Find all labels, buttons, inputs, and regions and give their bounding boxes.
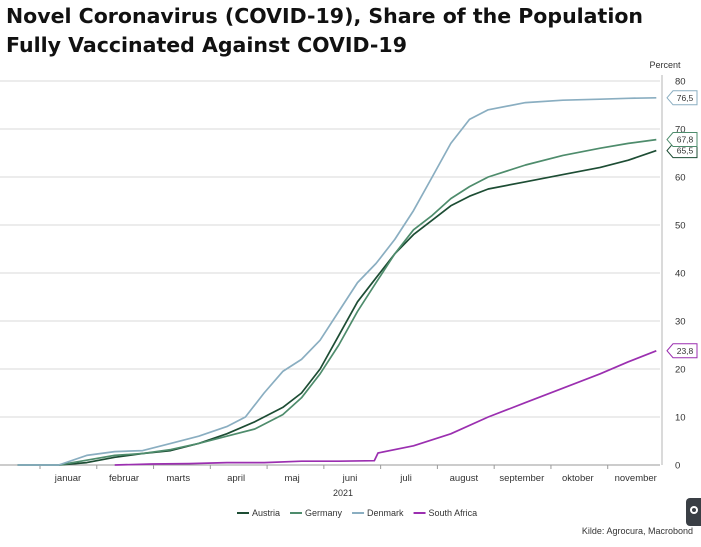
- y-tick-label: 60: [675, 173, 686, 184]
- end-label-box: [666, 343, 698, 359]
- legend-label: Germany: [305, 508, 343, 518]
- x-axis: 2021 januar februar marts april maj juni juli a…: [39, 465, 657, 498]
- x-axis-label: 2021: [333, 488, 353, 498]
- legend-label: Austria: [252, 508, 280, 518]
- legend-item: Austria: [237, 508, 280, 518]
- x-tick-label: september: [499, 473, 544, 484]
- source-note: Kilde: Agrocura, Macrobond: [581, 526, 693, 536]
- legend-item: South Africa: [413, 508, 478, 518]
- y-tick-label: 10: [675, 413, 686, 424]
- series-lines: [17, 96, 657, 466]
- series-line-germany: [17, 138, 657, 466]
- end-label-value: 65,5: [677, 146, 694, 156]
- help-widget-icon[interactable]: [686, 498, 701, 526]
- series-line-austria: [17, 149, 657, 466]
- end-label-value: 23,8: [677, 346, 694, 356]
- y-axis: Percent 0 10 20 30 40 50 60 70 80: [649, 60, 685, 472]
- y-tick-label: 80: [675, 77, 686, 88]
- y-axis-label: Percent: [649, 60, 681, 70]
- x-tick-label: november: [615, 473, 657, 484]
- y-tick-label: 40: [675, 269, 686, 280]
- y-tick-label: 20: [675, 365, 686, 376]
- x-tick-label: juli: [399, 473, 412, 484]
- end-label-denmark: 76,5: [666, 90, 698, 106]
- x-tick-label: juni: [342, 473, 358, 484]
- end-label-south-africa: 23,8: [666, 343, 698, 359]
- legend: Austria Germany Denmark South Africa: [237, 508, 477, 518]
- end-value-labels: 65,567,8 76,5 23,8: [666, 90, 698, 359]
- x-tick-label: januar: [54, 473, 81, 484]
- x-tick-label: februar: [109, 473, 139, 484]
- end-label-box: [666, 132, 698, 148]
- legend-item: Denmark: [352, 508, 404, 518]
- end-label-germany: 67,8: [666, 132, 698, 148]
- x-tick-label: oktober: [562, 473, 594, 484]
- legend-label: Denmark: [367, 508, 404, 518]
- series-line-denmark: [17, 96, 657, 466]
- series-line-south-africa: [114, 350, 657, 466]
- legend-item: Germany: [290, 508, 343, 518]
- chart-title: Novel Coronavirus (COVID-19), Share of t…: [6, 4, 644, 57]
- end-label-value: 76,5: [677, 93, 694, 103]
- x-tick-label: marts: [166, 473, 190, 484]
- x-tick-label: maj: [284, 473, 299, 484]
- y-tick-label: 50: [675, 221, 686, 232]
- x-tick-label: april: [227, 473, 245, 484]
- end-label-value: 67,8: [677, 135, 694, 145]
- legend-label: South Africa: [429, 508, 478, 518]
- end-label-box: [666, 90, 698, 106]
- gridlines: [0, 80, 660, 466]
- y-tick-label: 30: [675, 317, 686, 328]
- y-tick-label: 70: [675, 125, 686, 136]
- x-tick-label: august: [450, 473, 479, 484]
- y-tick-label: 0: [675, 461, 680, 472]
